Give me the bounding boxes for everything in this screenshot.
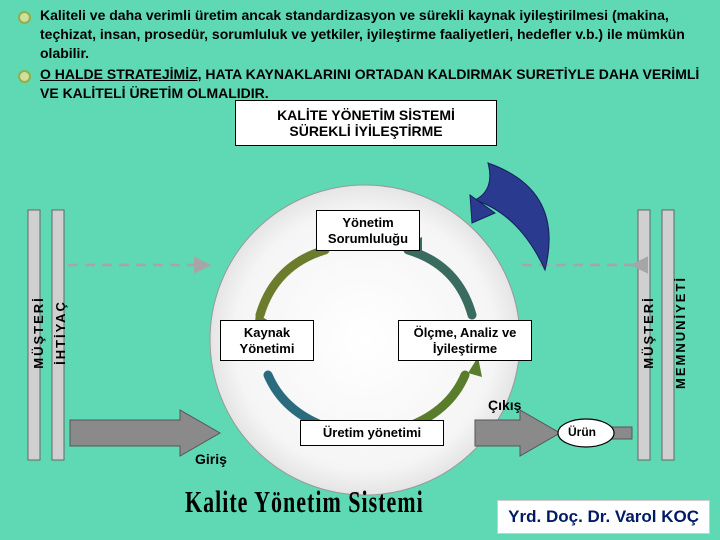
- node-kaynak: Kaynak Yönetimi: [220, 320, 314, 361]
- title-line-1: KALİTE YÖNETİM SİSTEMİ: [246, 107, 486, 123]
- right-label-memnuniyet: MEMNUNİYETİ: [673, 276, 688, 389]
- slide: Kaliteli ve daha verimli üretim ancak st…: [0, 0, 720, 540]
- title-line-2: SÜREKLİ İYİLEŞTİRME: [246, 123, 486, 139]
- footer-author: Yrd. Doç. Dr. Varol KOÇ: [497, 500, 710, 534]
- left-label-ihtiyac: İHTİYAÇ: [53, 300, 68, 365]
- bullet-list: Kaliteli ve daha verimli üretim ancak st…: [0, 0, 720, 102]
- label-cikis: Çıkış: [488, 397, 521, 413]
- label-giris: Giriş: [195, 451, 227, 467]
- bullet-2-underlined: O HALDE STRATEJİMİZ,: [40, 66, 202, 82]
- diagram-bottom-title: Kalite Yönetim Sistemi: [185, 484, 424, 520]
- node-olcme: Ölçme, Analiz ve İyileştirme: [398, 320, 532, 361]
- diagram-title-box: KALİTE YÖNETİM SİSTEMİ SÜREKLİ İYİLEŞTİR…: [235, 100, 497, 146]
- node-yonetim: Yönetim Sorumluluğu: [316, 210, 420, 251]
- bullet-item-1: Kaliteli ve daha verimli üretim ancak st…: [40, 6, 708, 63]
- node-uretim: Üretim yönetimi: [300, 420, 444, 446]
- left-label-musteri: MÜŞTERİ: [31, 296, 46, 369]
- right-label-musteri: MÜŞTERİ: [641, 296, 656, 369]
- diagram-svg: [20, 95, 700, 525]
- quality-diagram: KALİTE YÖNETİM SİSTEMİ SÜREKLİ İYİLEŞTİR…: [20, 95, 700, 515]
- label-urun: Ürün: [568, 425, 596, 439]
